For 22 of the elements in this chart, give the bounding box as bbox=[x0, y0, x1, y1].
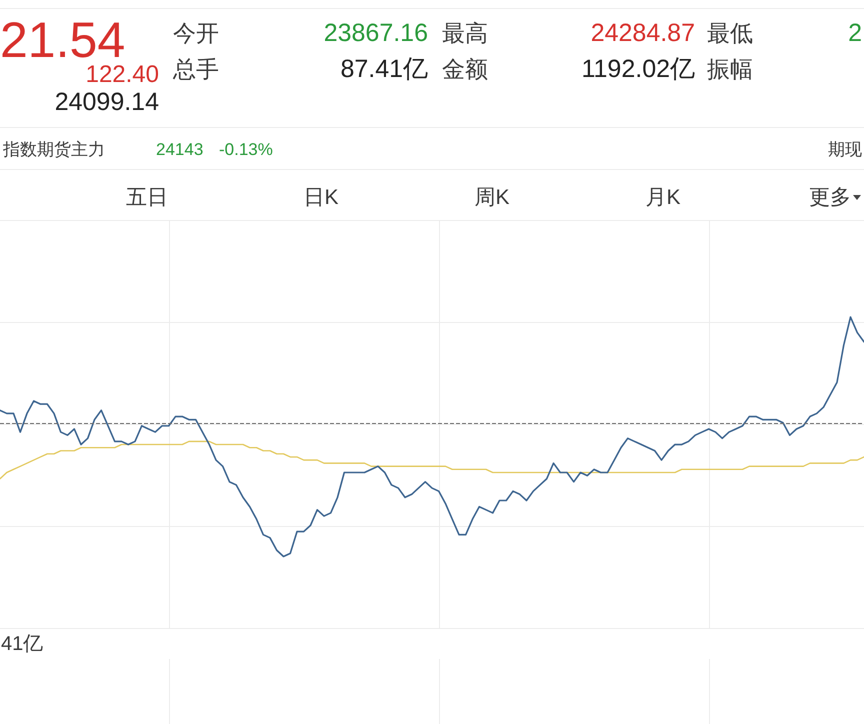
text: 总手 bbox=[173, 56, 219, 82]
text: 2 bbox=[848, 18, 862, 46]
text: 周K bbox=[474, 186, 510, 208]
text: 87.41亿 bbox=[340, 54, 428, 82]
text: 41亿 bbox=[1, 633, 44, 655]
text: 五日 bbox=[126, 186, 168, 208]
text: 月K bbox=[645, 186, 681, 208]
text: 指数期货主力 bbox=[3, 140, 105, 158]
text: 今开 bbox=[173, 20, 219, 46]
text: 24284.87 bbox=[590, 18, 695, 46]
text: 23867.16 bbox=[324, 18, 428, 46]
text: 更多 bbox=[809, 186, 851, 208]
text: 24099.14 bbox=[54, 88, 159, 116]
text: 金额 bbox=[442, 56, 488, 82]
text: 振幅 bbox=[707, 56, 753, 82]
text: -0.13% bbox=[219, 140, 273, 158]
text: 期现 bbox=[828, 140, 862, 158]
text: 1192.02亿 bbox=[581, 54, 695, 82]
text: 最低 bbox=[707, 20, 753, 46]
text: 最高 bbox=[442, 20, 488, 46]
text: 24143 bbox=[156, 140, 204, 158]
text: 日K bbox=[303, 186, 339, 208]
